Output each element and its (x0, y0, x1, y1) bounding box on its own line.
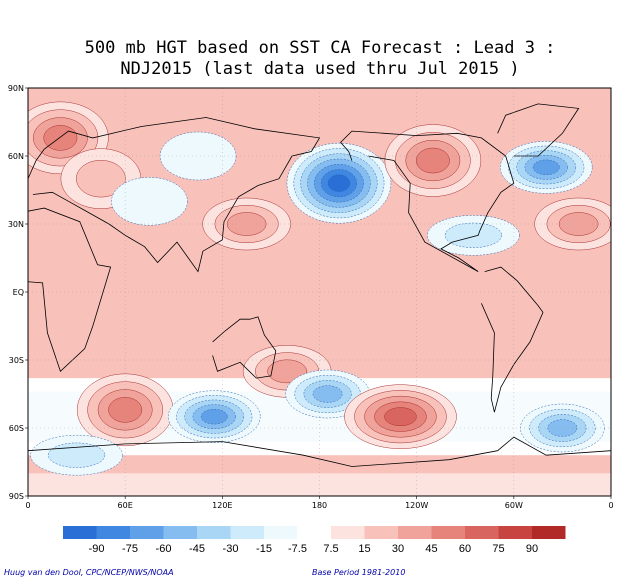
anomaly-center (111, 177, 188, 226)
anomaly-contour (327, 174, 351, 192)
color-bar: -90 -75 -60 -45 -30 -15 -7.5 7.5 15 30 45 60 75 90 (63, 526, 566, 555)
color-bar-label: -15 (256, 543, 272, 555)
coastlines (28, 103, 611, 467)
y-axis-label: 60S (9, 424, 24, 433)
color-bar-label: -60 (156, 543, 172, 555)
color-bar-box (297, 526, 332, 540)
anomaly-contour (532, 159, 560, 176)
color-bar-box (465, 526, 499, 539)
anomaly-center (534, 197, 611, 251)
anomaly-contour (267, 359, 307, 384)
color-bar-label: -30 (223, 543, 239, 555)
color-bar-box (264, 526, 298, 539)
anomaly-contour (111, 177, 188, 226)
color-bar-box (130, 526, 164, 539)
anomaly-contour (48, 442, 106, 468)
y-axis-label: 90N (8, 84, 24, 93)
x-axis-label: 120W (405, 501, 428, 510)
coastline-segment (28, 436, 611, 467)
color-bar-label: 90 (526, 543, 538, 555)
anomaly-contour (226, 212, 267, 236)
color-bar-label: -45 (189, 543, 205, 555)
color-bar-box (163, 526, 197, 539)
color-bar-labels: -90 -75 -60 -45 -30 -15 -7.5 7.5 15 30 45 60 75 90 (89, 543, 539, 555)
map-title: 500 mb HGT based on SST CA Forecast : Le… (0, 38, 640, 80)
color-bar-label: -90 (89, 543, 105, 555)
anomaly-field (28, 88, 611, 496)
anomaly-center (344, 384, 457, 449)
lat-lon-grid (28, 88, 611, 496)
color-bar-box (431, 526, 465, 539)
color-bar-label: 45 (425, 543, 437, 555)
color-bar-label: 15 (358, 543, 370, 555)
anomaly-center (285, 369, 370, 419)
color-bar-label: -75 (122, 543, 138, 555)
color-bar-box (532, 526, 566, 539)
anomaly-contour (76, 159, 126, 198)
anomaly-center (520, 403, 605, 453)
color-bar-label: 7.5 (323, 543, 338, 555)
x-axis-label: 60E (118, 501, 133, 510)
coastline-segment (340, 130, 515, 272)
color-bar-box (498, 526, 532, 539)
anomaly-center (202, 197, 291, 251)
coastline-segment (28, 117, 321, 273)
anomaly-contour (547, 419, 578, 437)
y-axis-label: 60N (8, 152, 24, 161)
credit-author: Huug van den Dool, CPC/NCEP/NWS/NOAA (4, 568, 174, 577)
color-bar-label: 30 (392, 543, 404, 555)
y-axis-label: EQ (13, 288, 24, 297)
anomaly-contour (108, 397, 143, 423)
anomaly-center (167, 390, 261, 443)
y-axis-label: 30N (8, 220, 24, 229)
color-bar-box (96, 526, 130, 539)
anomaly-contour (558, 212, 599, 236)
map-content (27, 87, 612, 497)
anomaly-contour (43, 125, 78, 151)
anomaly-center (427, 215, 520, 256)
title-line-2: NDJ2015 (last data used thru Jul 2015 ) (120, 59, 520, 79)
color-bar-box (230, 526, 264, 539)
color-bar-label: 75 (492, 543, 504, 555)
anomaly-center (384, 124, 482, 197)
x-axis-label: 180 (312, 501, 327, 510)
anomaly-center (499, 141, 593, 194)
color-bar-label: -7.5 (288, 543, 307, 555)
color-bar-box (398, 526, 432, 539)
color-bar-box (63, 526, 97, 539)
color-bar-box (364, 526, 398, 539)
color-bar-box (197, 526, 231, 539)
coastline-segment (212, 316, 277, 379)
anomaly-contour (444, 222, 502, 248)
coastline-segment (28, 207, 112, 373)
color-bar-box (331, 526, 365, 539)
coastline-segment (497, 103, 580, 157)
title-line-1: 500 mb HGT based on SST CA Forecast : Le… (84, 38, 556, 58)
anomaly-contour (200, 408, 228, 425)
x-axis-label: 120E (212, 501, 232, 510)
anomaly-contour (312, 385, 343, 403)
anomaly-center (30, 434, 123, 476)
color-bar-boxes (63, 526, 566, 540)
x-axis-label: 60W (505, 501, 523, 510)
y-axis-label: 30S (9, 356, 24, 365)
anomaly-center (76, 373, 174, 447)
color-bar-label: 60 (459, 543, 471, 555)
credit-base-period: Base Period 1981-2010 (312, 568, 406, 577)
y-axis-label: 90S (9, 492, 24, 501)
x-axis-label: 0 (25, 501, 30, 510)
anomaly-center (286, 142, 392, 224)
anomaly-contour (415, 147, 450, 174)
x-axis-label: 0 (608, 501, 613, 510)
anomaly-contour (384, 407, 417, 427)
